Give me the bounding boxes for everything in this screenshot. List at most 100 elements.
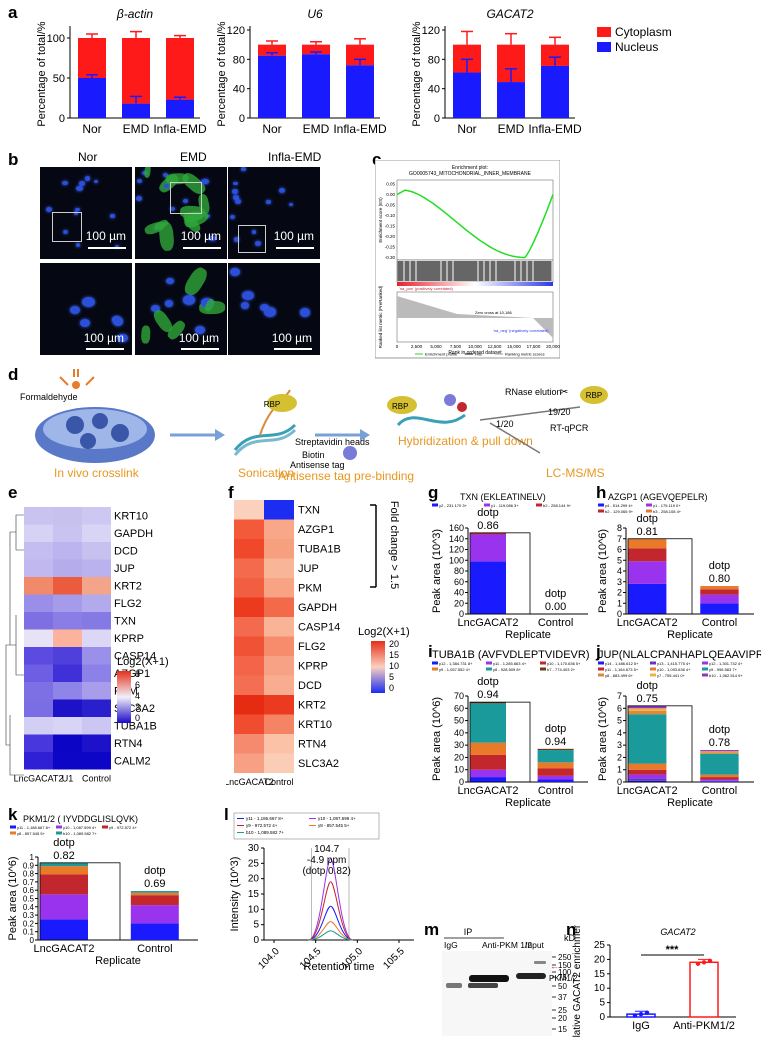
nucleus-dot xyxy=(195,325,205,334)
x-tick-label: Control xyxy=(137,943,172,955)
y-tick-label: 7 xyxy=(617,691,622,701)
y-tick-label: 0.7 xyxy=(23,878,35,887)
gene-label: TUBA1B xyxy=(298,544,341,556)
antisense-tag-label: Antisense tag xyxy=(290,460,345,470)
heat-cell xyxy=(53,629,82,647)
y-tick-label: 80 xyxy=(233,54,245,66)
y-axis-label: Intensity (10^3) xyxy=(229,857,241,932)
y-tick-label: 5 xyxy=(253,920,259,931)
scale-bar-label: 100 µm xyxy=(180,229,221,243)
gene-label: JUP xyxy=(298,563,319,575)
nucleus-dot xyxy=(70,306,81,315)
panel-label-k: k xyxy=(8,805,18,824)
heat-cell xyxy=(24,664,53,682)
nucleus-dot xyxy=(288,203,293,207)
es-ytick: -0.30 xyxy=(385,255,396,260)
legend-swatch xyxy=(598,673,604,677)
y-tick-label: 20 xyxy=(594,954,606,965)
heat-cell xyxy=(234,753,264,773)
legend-swatch xyxy=(432,661,438,665)
panel-j-chart: JUP(NLALCPANHAPLQEAAVIPR)y14 - 1,486.612… xyxy=(597,649,761,808)
nucleus-dot xyxy=(166,277,175,285)
heat-cell xyxy=(24,682,53,700)
gsea-title: Enrichment plot: xyxy=(452,165,488,171)
heat-cell xyxy=(82,594,111,612)
heat-cell xyxy=(53,734,82,752)
heat-cell xyxy=(53,717,82,735)
y-tick-label: 100 xyxy=(449,555,464,565)
chart-title-1: U6 xyxy=(307,7,323,21)
bar-cytoplasm xyxy=(78,38,106,78)
dotp-label: dotp xyxy=(709,560,730,572)
scale-bar-label: 100 µm xyxy=(271,331,312,345)
lane-label: Anti-PKM 1/2 xyxy=(482,940,532,950)
stack-segment xyxy=(628,774,667,779)
nucleus-dot xyxy=(279,188,286,194)
stack-segment xyxy=(700,603,739,614)
rtqpcr-label: RT-qPCR xyxy=(550,423,589,433)
micrograph-r0-c1: 100 µm xyxy=(135,167,227,259)
legend-entry: y4 - 514.299 4+ xyxy=(605,503,634,508)
stack-segment xyxy=(470,777,506,782)
nucleus-dot xyxy=(151,305,160,313)
rnase-label: RNase elution xyxy=(505,387,562,397)
heat-cell xyxy=(234,539,264,559)
ip-label: IP xyxy=(464,927,473,937)
dendrogram xyxy=(5,514,24,776)
nucleus-dot xyxy=(266,200,271,204)
replicate-box xyxy=(627,538,693,615)
legend-swatch xyxy=(646,503,652,507)
nucleus-dot xyxy=(232,189,238,194)
panel-label-i: i xyxy=(428,642,433,661)
panel-f-heatmap: TXN AZGP1 TUBA1B JUP PKM GAPDH CASP14 FLG2 KPRP D… xyxy=(226,500,410,787)
band-pkm xyxy=(469,975,509,982)
gene-label: KPRP xyxy=(298,661,328,673)
y-tick-label: 40 xyxy=(428,84,440,96)
heat-cell xyxy=(264,636,294,656)
y-tick-label: 2 xyxy=(617,588,622,598)
x-axis-label: Retention time xyxy=(304,961,375,972)
gene-label: CALM2 xyxy=(114,755,151,767)
gene-label: AZGP1 xyxy=(298,524,334,536)
neg-label: 'na_neg' (negatively correlated) xyxy=(493,328,549,333)
split-line-bottom xyxy=(489,422,541,454)
legend-entry: y11 - 1,186.667 8+ xyxy=(246,816,284,821)
x-tick-label: LncGACAT2 xyxy=(458,785,519,797)
heat-cell xyxy=(264,519,294,539)
nucleus-dot xyxy=(75,207,81,212)
heat-cell xyxy=(234,558,264,578)
y-tick-label: 2 xyxy=(617,752,622,762)
dotp-label: dotp xyxy=(477,507,498,519)
panel-h-chart: AZGP1 (AGEVQEPELR)y4 - 514.299 4+ y1 - 17… xyxy=(597,492,754,640)
legend-swatch xyxy=(598,503,604,507)
nucleus-dot xyxy=(299,308,310,317)
nucleus-dot xyxy=(84,176,91,181)
gene-label: GAPDH xyxy=(298,602,337,614)
gsea-xtick: 10,000 xyxy=(468,344,482,349)
micrograph-r0-c2: 100 µm xyxy=(228,167,320,259)
metric-ylabel: Ranked list metric (PreRanked) xyxy=(378,285,383,348)
marker-label: 75 xyxy=(558,973,567,982)
stack-segment xyxy=(628,583,667,614)
panel-label-m: m xyxy=(424,920,440,939)
x-tick-label: Control xyxy=(538,785,573,797)
column-label: LncGACAT2 xyxy=(14,774,64,784)
panel-label-j: j xyxy=(596,642,601,661)
lane-label: Input xyxy=(525,940,545,950)
split-line-top xyxy=(479,406,581,421)
dotp-label: dotp xyxy=(545,723,566,735)
stack-segment xyxy=(628,710,667,715)
bar-cytoplasm xyxy=(122,38,150,104)
heat-cell xyxy=(234,675,264,695)
x-tick-label: Nor xyxy=(262,122,281,136)
es-ytick: -0.25 xyxy=(385,245,396,250)
marker-label: 150 xyxy=(558,961,572,970)
micrograph-r1-c0: 100 µm xyxy=(40,263,132,355)
y-tick-label: 4 xyxy=(617,566,622,576)
gene-label: KRT10 xyxy=(298,719,332,731)
y-tick-label: 60 xyxy=(454,577,464,587)
heat-cell xyxy=(24,559,53,577)
heat-cell xyxy=(53,577,82,595)
nucleus-dot xyxy=(82,296,95,307)
nucleus-dot xyxy=(46,206,53,212)
